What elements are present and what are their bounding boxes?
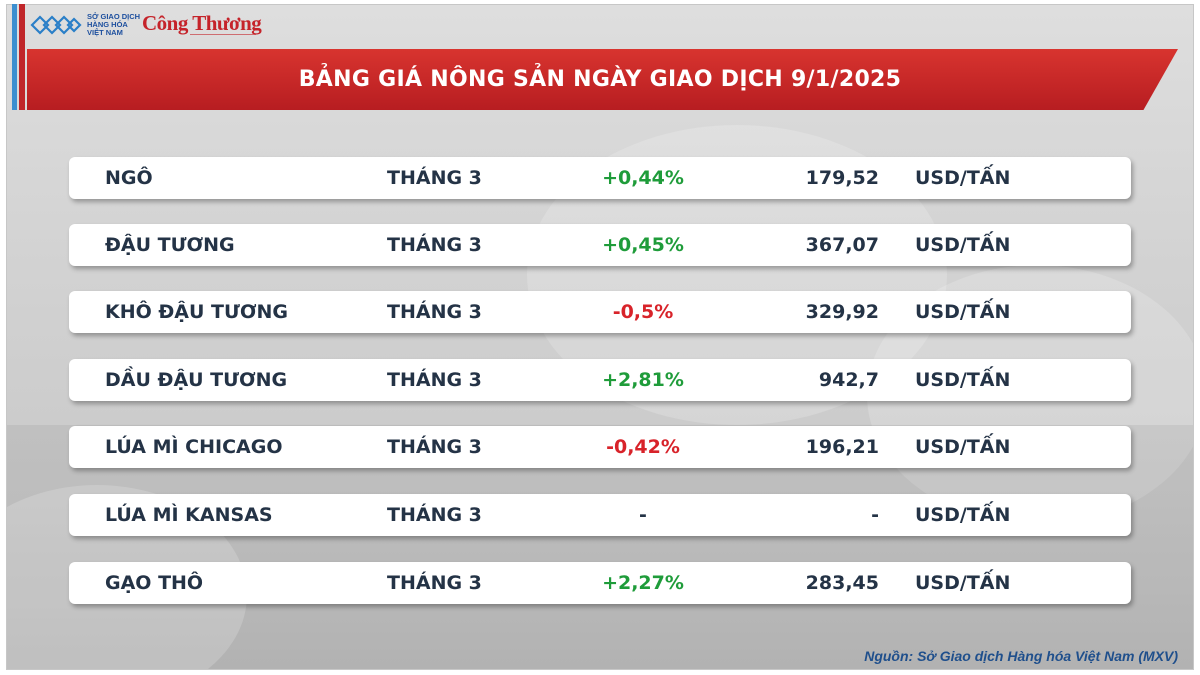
price-unit: USD/TẤN [915, 167, 1011, 189]
contract-month: THÁNG 3 [387, 572, 482, 594]
price-unit: USD/TẤN [915, 572, 1011, 594]
congthuong-logo-underline [190, 34, 256, 35]
price-value: 367,07 [805, 234, 879, 256]
table-row: NGÔ THÁNG 3 +0,44% 179,52 USD/TẤN [69, 157, 1131, 199]
commodity-name: GẠO THÔ [105, 572, 204, 594]
price-value: 329,92 [805, 301, 879, 323]
price-unit: USD/TẤN [915, 234, 1011, 256]
contract-month: THÁNG 3 [387, 301, 482, 323]
commodity-name: LÚA MÌ CHICAGO [105, 436, 283, 458]
page-title: BẢNG GIÁ NÔNG SẢN NGÀY GIAO DỊCH 9/1/202… [298, 67, 902, 92]
title-banner [27, 49, 1178, 110]
commodity-name: KHÔ ĐẬU TƯƠNG [105, 301, 288, 323]
commodity-name: ĐẬU TƯƠNG [105, 234, 235, 256]
price-change: +0,45% [602, 234, 684, 256]
contract-month: THÁNG 3 [387, 167, 482, 189]
commodity-name: LÚA MÌ KANSAS [105, 504, 273, 526]
mxv-logo-text: SỞ GIAO DỊCH HÀNG HÓA VIỆT NAM [87, 12, 141, 37]
price-unit: USD/TẤN [915, 301, 1011, 323]
price-value: 196,21 [805, 436, 879, 458]
price-unit: USD/TẤN [915, 369, 1011, 391]
price-change: +2,81% [602, 369, 684, 391]
source-note: Nguồn: Sở Giao dịch Hàng hóa Việt Nam (M… [864, 648, 1178, 664]
mxv-logo: SỞ GIAO DỊCH HÀNG HÓA VIỆT NAM [30, 12, 140, 38]
table-row: GẠO THÔ THÁNG 3 +2,27% 283,45 USD/TẤN [69, 562, 1131, 604]
table-row: LÚA MÌ KANSAS THÁNG 3 - - USD/TẤN [69, 494, 1131, 536]
price-change: +0,44% [602, 167, 684, 189]
price-value: 942,7 [818, 369, 879, 391]
accent-stripe-red [19, 4, 25, 110]
table-row: ĐẬU TƯƠNG THÁNG 3 +0,45% 367,07 USD/TẤN [69, 224, 1131, 266]
table-row: DẦU ĐẬU TƯƠNG THÁNG 3 +2,81% 942,7 USD/T… [69, 359, 1131, 401]
price-value: 179,52 [805, 167, 879, 189]
accent-stripe-blue [12, 4, 17, 110]
price-value: 283,45 [805, 572, 879, 594]
price-value: - [871, 504, 879, 526]
table-row: KHÔ ĐẬU TƯƠNG THÁNG 3 -0,5% 329,92 USD/T… [69, 291, 1131, 333]
price-change: -0,5% [612, 301, 674, 323]
price-change: +2,27% [602, 572, 684, 594]
table-row: LÚA MÌ CHICAGO THÁNG 3 -0,42% 196,21 USD… [69, 426, 1131, 468]
price-change: -0,42% [606, 436, 680, 458]
price-change: - [639, 504, 647, 526]
commodity-name: DẦU ĐẬU TƯƠNG [105, 369, 288, 391]
contract-month: THÁNG 3 [387, 369, 482, 391]
contract-month: THÁNG 3 [387, 504, 482, 526]
congthuong-logo: Công Thương [142, 11, 262, 35]
price-unit: USD/TẤN [915, 504, 1011, 526]
contract-month: THÁNG 3 [387, 234, 482, 256]
contract-month: THÁNG 3 [387, 436, 482, 458]
mxv-logo-icon [30, 15, 82, 35]
commodity-name: NGÔ [105, 167, 153, 189]
price-unit: USD/TẤN [915, 436, 1011, 458]
